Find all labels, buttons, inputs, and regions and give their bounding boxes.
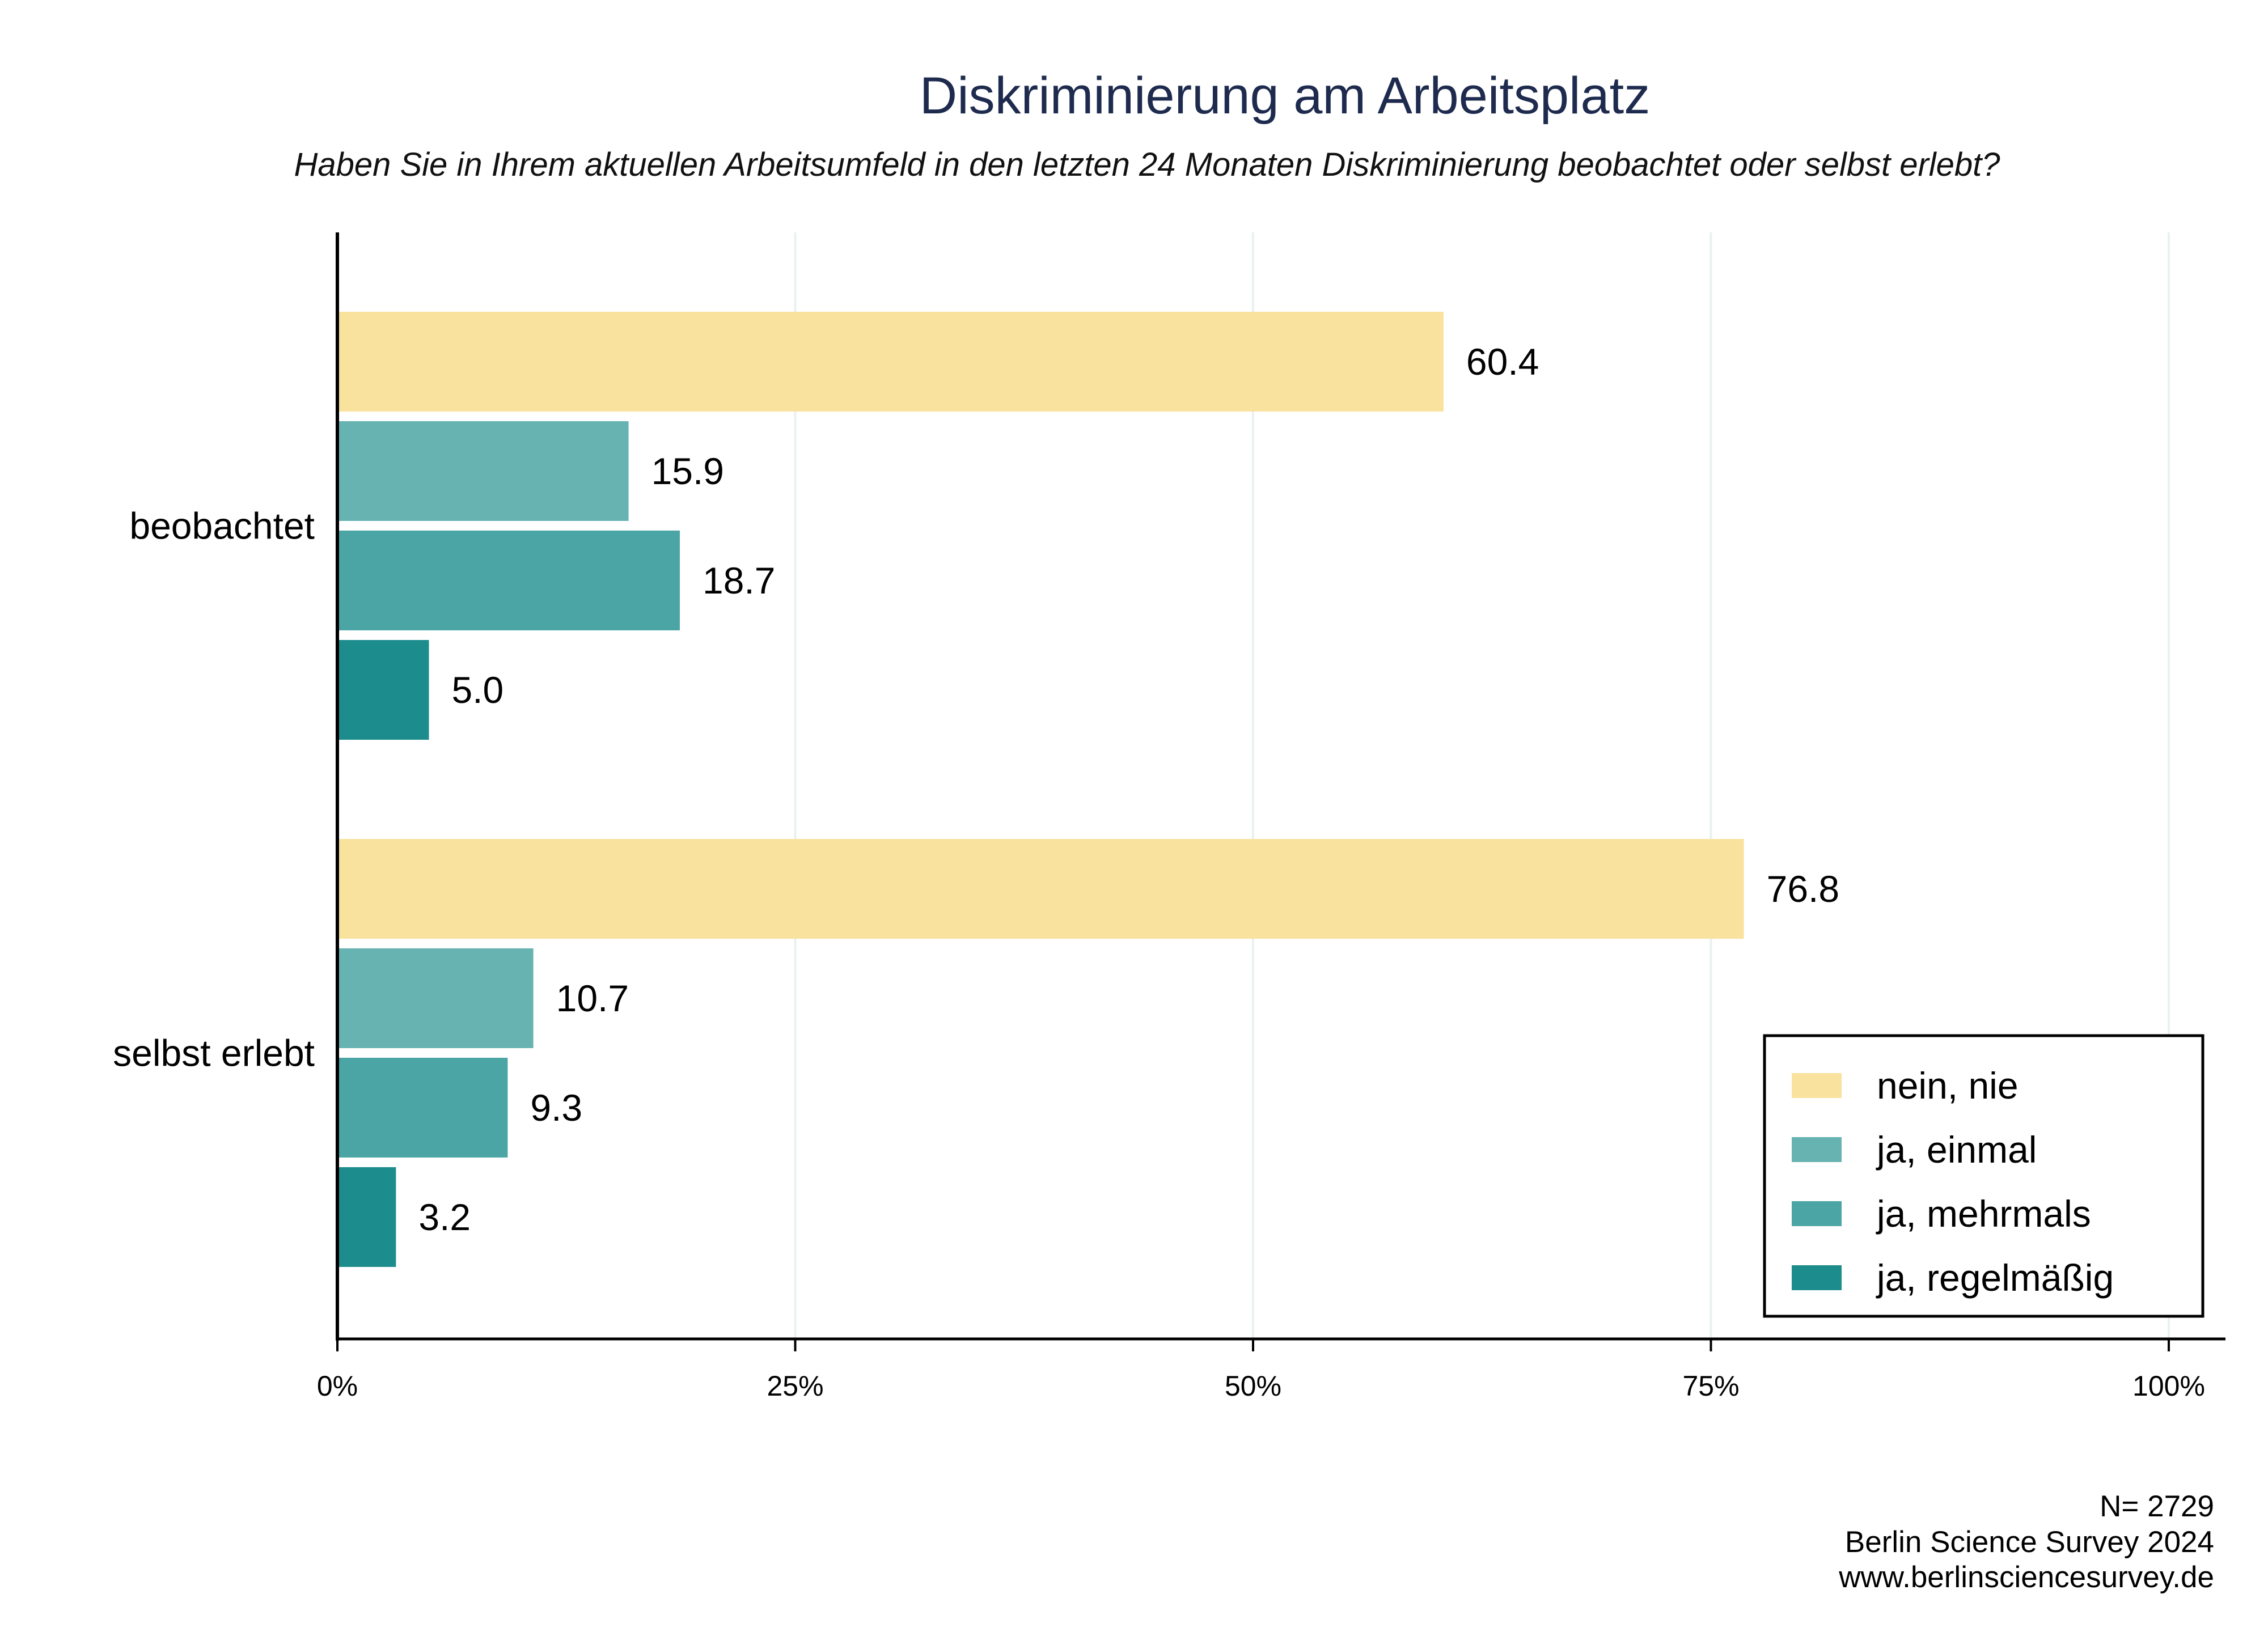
legend-label: nein, nie — [1877, 1065, 2019, 1107]
legend-label: ja, einmal — [1876, 1129, 2037, 1171]
category-label: beobachtet — [129, 505, 315, 547]
x-axis-ticks: 0% 25% 50% 75% 100% — [317, 1339, 2205, 1402]
bars — [337, 312, 1744, 1267]
bar-value-label: 3.2 — [418, 1196, 471, 1238]
bar — [337, 1058, 508, 1158]
legend-label: ja, regelmäßig — [1876, 1257, 2114, 1299]
footer-url: www.berlinsciencesurvey.de — [1838, 1561, 2214, 1594]
bar — [337, 839, 1744, 939]
x-tick-label: 100% — [2132, 1370, 2205, 1402]
bar — [337, 1167, 396, 1267]
legend-label: ja, mehrmals — [1876, 1193, 2091, 1235]
bar — [337, 531, 680, 630]
footer: N= 2729 Berlin Science Survey 2024 www.b… — [1838, 1490, 2214, 1594]
footer-n: N= 2729 — [2100, 1490, 2214, 1523]
bar — [337, 312, 1444, 412]
chart-title: Diskriminierung am Arbeitsplatz — [920, 67, 1650, 125]
category-label: selbst erlebt — [113, 1032, 315, 1074]
bar-value-label: 9.3 — [530, 1087, 582, 1129]
x-tick-label: 25% — [767, 1370, 823, 1402]
bar — [337, 421, 629, 521]
legend: nein, nie ja, einmal ja, mehrmals ja, regel… — [1763, 1034, 2204, 1318]
footer-source: Berlin Science Survey 2024 — [1845, 1525, 2214, 1559]
bar — [337, 948, 534, 1048]
bar-value-label: 10.7 — [556, 977, 629, 1019]
legend-swatch — [1792, 1073, 1842, 1098]
x-tick-label: 50% — [1225, 1370, 1281, 1402]
x-tick-label: 75% — [1682, 1370, 1739, 1402]
bar-value-label: 5.0 — [452, 669, 504, 711]
value-labels: 60.4 15.9 18.7 5.0 76.8 10.7 9.3 3.2 — [418, 341, 1839, 1238]
x-tick-label: 0% — [317, 1370, 358, 1402]
category-labels: beobachtet selbst erlebt — [113, 505, 315, 1074]
legend-swatch — [1792, 1137, 1842, 1162]
bar-value-label: 76.8 — [1767, 868, 1839, 910]
legend-swatch — [1792, 1265, 1842, 1290]
bar-value-label: 15.9 — [651, 450, 724, 492]
legend-swatch — [1792, 1201, 1842, 1226]
bar — [337, 640, 429, 740]
bar-value-label: 60.4 — [1466, 341, 1539, 383]
chart-subtitle: Haben Sie in Ihrem aktuellen Arbeitsumfe… — [294, 146, 2000, 183]
bar-value-label: 18.7 — [703, 559, 775, 601]
